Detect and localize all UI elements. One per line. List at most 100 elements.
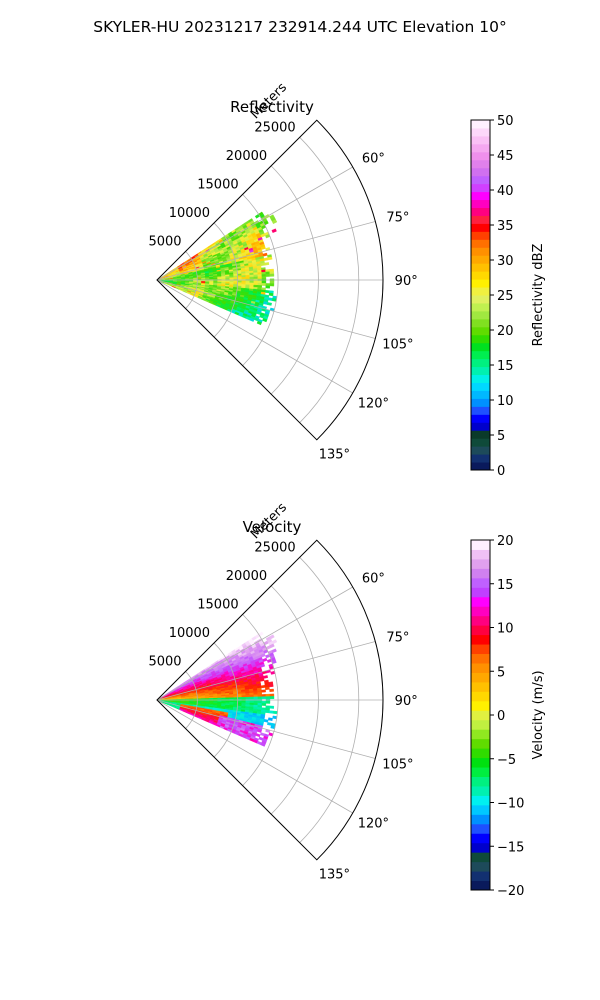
colorbar-swatch <box>471 207 490 216</box>
colorbar-swatch <box>471 662 490 673</box>
radial-tick-label: 5000 <box>148 234 181 249</box>
colorbar-swatch <box>471 634 490 645</box>
colorbar-swatch <box>471 653 490 664</box>
colorbar-swatch <box>471 549 490 560</box>
colorbar-swatch <box>471 462 490 471</box>
azimuth-tick-label: 135° <box>319 447 350 462</box>
colorbar-swatch <box>471 295 490 304</box>
colorbar-swatch <box>471 390 490 399</box>
colorbar-swatch <box>471 239 490 248</box>
radial-tick-label: 25000 <box>254 120 295 135</box>
colorbar-swatch <box>471 255 490 264</box>
colorbar-swatch <box>471 120 490 129</box>
colorbar-swatch <box>471 318 490 328</box>
azimuth-spoke <box>156 221 376 281</box>
colorbar-swatch <box>471 406 490 415</box>
polar-frame <box>156 119 384 441</box>
radial-tick-label: 15000 <box>197 597 238 612</box>
colorbar-tick-label: 30 <box>497 254 514 269</box>
colorbar-swatch <box>471 446 490 455</box>
colorbar-swatch <box>471 615 490 626</box>
colorbar-swatch <box>471 366 490 376</box>
azimuth-spoke <box>156 641 376 701</box>
radial-tick-label: 15000 <box>197 177 238 192</box>
colorbar: −20 −15 −10 −5 0 5 10 15 20 Velocity (m/s) <box>470 534 546 899</box>
colorbar-swatch <box>471 785 490 796</box>
radial-tick-label: 20000 <box>226 149 267 164</box>
colorbar-swatch <box>471 814 490 825</box>
azimuth-tick-label: 120° <box>358 397 389 412</box>
colorbar-tick-label: 15 <box>497 359 514 374</box>
polar-grid <box>156 137 383 423</box>
colorbar-swatch <box>471 247 490 256</box>
radial-tick-label: 10000 <box>169 626 210 641</box>
colorbar-swatch <box>471 795 490 806</box>
colorbar-swatch <box>471 350 490 360</box>
azimuth-spoke <box>156 279 353 394</box>
colorbar-swatch <box>471 596 490 607</box>
azimuth-tick-label: 105° <box>382 757 413 772</box>
azimuth-tick-label: 135° <box>319 867 350 882</box>
panel-title: Reflectivity <box>230 98 314 116</box>
colorbar-swatch <box>471 438 490 447</box>
colorbar-swatch <box>471 852 490 863</box>
azimuth-tick-label: 105° <box>382 337 413 352</box>
azimuth-tick-label: 120° <box>358 817 389 832</box>
colorbar-swatch <box>471 606 490 617</box>
colorbar-swatch <box>471 738 490 749</box>
azimuth-tick-label: 60° <box>362 151 385 166</box>
colorbar-swatch <box>471 454 490 463</box>
colorbar-swatch <box>471 271 490 280</box>
colorbar: 0 5 10 15 20 25 30 35 40 45 50 Reflectivity dBZ <box>470 114 546 479</box>
azimuth-tick-label: 90° <box>395 694 418 709</box>
colorbar-swatch <box>471 151 490 161</box>
colorbar-tick-label: 45 <box>497 149 514 164</box>
colorbar-swatch <box>471 842 490 853</box>
colorbar-tick-label: 10 <box>497 622 514 637</box>
colorbar-swatch <box>471 748 490 759</box>
colorbar-tick-label: 10 <box>497 394 514 409</box>
polar-frame <box>156 539 384 861</box>
colorbar-swatch <box>471 310 490 320</box>
colorbar-swatch <box>471 700 490 711</box>
colorbar-swatch <box>471 776 490 787</box>
colorbar-swatch <box>471 804 490 815</box>
colorbar-swatch <box>471 302 490 312</box>
azimuth-tick-label: 60° <box>362 571 385 586</box>
colorbar-swatch <box>471 374 490 383</box>
colorbar-swatch <box>471 382 490 391</box>
azimuth-spoke <box>156 166 353 281</box>
colorbar-swatch <box>471 199 490 208</box>
colorbar-tick-label: 25 <box>497 289 514 304</box>
colorbar-swatch <box>471 143 490 153</box>
azimuth-spoke <box>156 586 353 701</box>
colorbar-tick-label: −10 <box>497 797 524 812</box>
radial-tick-label: 5000 <box>148 654 181 669</box>
colorbar-swatch <box>471 287 490 296</box>
colorbar-swatch <box>471 880 490 891</box>
colorbar-tick-label: 40 <box>497 184 514 199</box>
colorbar-tick-label: −5 <box>497 753 516 768</box>
colorbar-swatch <box>471 767 490 777</box>
colorbar-tick-label: 20 <box>497 324 514 339</box>
colorbar-swatch <box>471 398 490 407</box>
reflectivity-panel: Reflectivity60°75°90°105°120°135°5000100… <box>148 80 546 479</box>
colorbar-swatch <box>471 279 490 288</box>
colorbar-swatch <box>471 414 490 423</box>
colorbar-swatch <box>471 729 490 740</box>
radial-tick-label: 25000 <box>254 540 295 555</box>
colorbar-tick-label: 0 <box>497 709 505 724</box>
azimuth-tick-label: 90° <box>395 274 418 289</box>
azimuth-spoke <box>156 279 376 339</box>
colorbar-tick-label: 5 <box>497 665 505 680</box>
colorbar-swatch <box>471 823 490 834</box>
colorbar-swatch <box>471 342 490 352</box>
colorbar-swatch <box>471 710 490 721</box>
radial-tick-label: 20000 <box>226 569 267 584</box>
colorbar-tick-label: −20 <box>497 884 524 899</box>
colorbar-swatch <box>471 231 490 240</box>
azimuth-spoke <box>156 699 376 759</box>
colorbar-swatch <box>471 358 490 368</box>
colorbar-swatch <box>471 159 490 169</box>
